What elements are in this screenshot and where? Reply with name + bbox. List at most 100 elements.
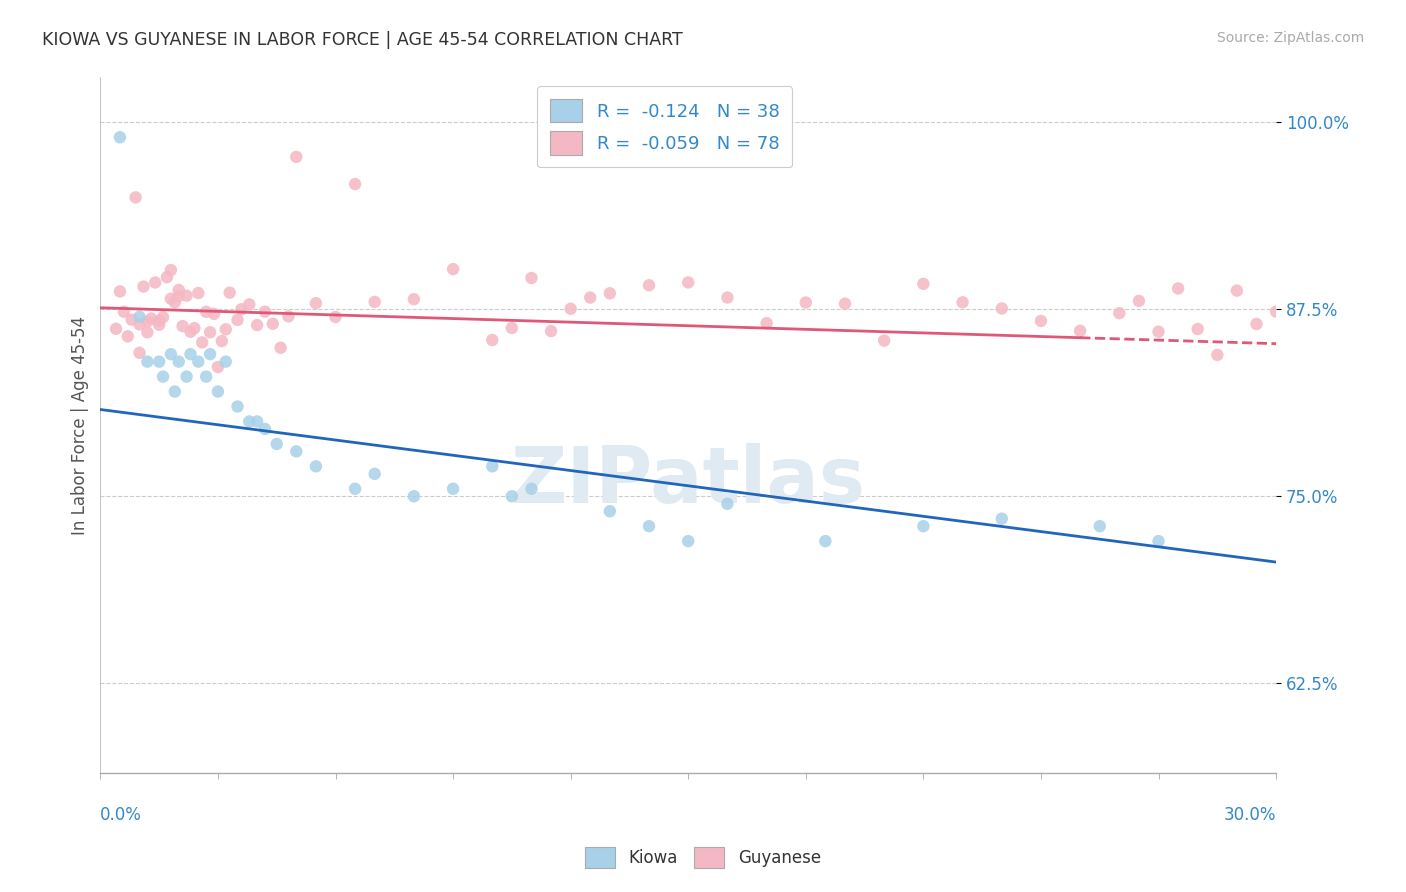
- Point: [285, 444, 308, 458]
- Point: [579, 291, 602, 305]
- Point: [124, 190, 146, 204]
- Point: [211, 334, 233, 348]
- Point: [152, 369, 174, 384]
- Point: [344, 482, 367, 496]
- Point: [231, 302, 253, 317]
- Point: [253, 304, 276, 318]
- Point: [226, 313, 249, 327]
- Point: [1147, 325, 1170, 339]
- Point: [599, 504, 621, 518]
- Point: [179, 347, 201, 361]
- Point: [814, 534, 837, 549]
- Point: [1246, 317, 1268, 331]
- Point: [1167, 281, 1189, 295]
- Point: [187, 354, 209, 368]
- Point: [152, 310, 174, 324]
- Point: [540, 324, 562, 338]
- Point: [1128, 293, 1150, 308]
- Point: [141, 311, 163, 326]
- Point: [218, 285, 240, 300]
- Point: [183, 321, 205, 335]
- Point: [238, 415, 260, 429]
- Point: [160, 292, 183, 306]
- Point: [195, 369, 218, 384]
- Point: [1226, 284, 1249, 298]
- Point: [121, 312, 143, 326]
- Point: [128, 310, 150, 324]
- Point: [990, 301, 1012, 316]
- Point: [143, 276, 166, 290]
- Point: [160, 347, 183, 361]
- Point: [277, 310, 299, 324]
- Point: [1187, 322, 1209, 336]
- Point: [195, 305, 218, 319]
- Text: ZIPatlas: ZIPatlas: [510, 442, 866, 519]
- Text: 30.0%: 30.0%: [1223, 805, 1277, 824]
- Point: [285, 150, 308, 164]
- Point: [1108, 306, 1130, 320]
- Point: [198, 325, 221, 339]
- Point: [117, 329, 139, 343]
- Point: [128, 318, 150, 332]
- Point: [912, 519, 935, 533]
- Point: [402, 489, 425, 503]
- Point: [441, 262, 464, 277]
- Y-axis label: In Labor Force | Age 45-54: In Labor Force | Age 45-54: [72, 316, 89, 534]
- Point: [755, 316, 778, 330]
- Point: [132, 279, 155, 293]
- Point: [599, 286, 621, 301]
- Point: [172, 319, 194, 334]
- Point: [148, 314, 170, 328]
- Point: [163, 384, 186, 399]
- Point: [207, 384, 229, 399]
- Point: [167, 289, 190, 303]
- Point: [160, 263, 183, 277]
- Point: [638, 519, 661, 533]
- Point: [794, 295, 817, 310]
- Point: [167, 354, 190, 368]
- Point: [305, 459, 328, 474]
- Point: [363, 467, 385, 481]
- Point: [266, 437, 288, 451]
- Legend: Kiowa, Guyanese: Kiowa, Guyanese: [578, 840, 828, 875]
- Point: [136, 354, 159, 368]
- Point: [305, 296, 328, 310]
- Point: [520, 271, 543, 285]
- Point: [163, 295, 186, 310]
- Point: [198, 347, 221, 361]
- Point: [179, 325, 201, 339]
- Point: [105, 322, 128, 336]
- Point: [716, 497, 738, 511]
- Point: [215, 322, 238, 336]
- Point: [481, 333, 503, 347]
- Point: [912, 277, 935, 291]
- Point: [1147, 534, 1170, 549]
- Point: [501, 321, 523, 335]
- Point: [226, 400, 249, 414]
- Point: [270, 341, 292, 355]
- Point: [202, 307, 225, 321]
- Point: [148, 354, 170, 368]
- Point: [246, 415, 269, 429]
- Point: [1029, 314, 1052, 328]
- Point: [253, 422, 276, 436]
- Point: [1265, 304, 1288, 318]
- Point: [207, 359, 229, 374]
- Point: [325, 310, 347, 324]
- Point: [1088, 519, 1111, 533]
- Text: KIOWA VS GUYANESE IN LABOR FORCE | AGE 45-54 CORRELATION CHART: KIOWA VS GUYANESE IN LABOR FORCE | AGE 4…: [42, 31, 683, 49]
- Point: [990, 512, 1012, 526]
- Point: [834, 296, 856, 310]
- Point: [952, 295, 974, 310]
- Point: [238, 297, 260, 311]
- Point: [215, 354, 238, 368]
- Point: [481, 459, 503, 474]
- Point: [156, 270, 179, 285]
- Point: [262, 317, 284, 331]
- Point: [873, 334, 896, 348]
- Point: [1206, 348, 1229, 362]
- Point: [108, 285, 131, 299]
- Point: [108, 130, 131, 145]
- Point: [1069, 324, 1091, 338]
- Point: [246, 318, 269, 332]
